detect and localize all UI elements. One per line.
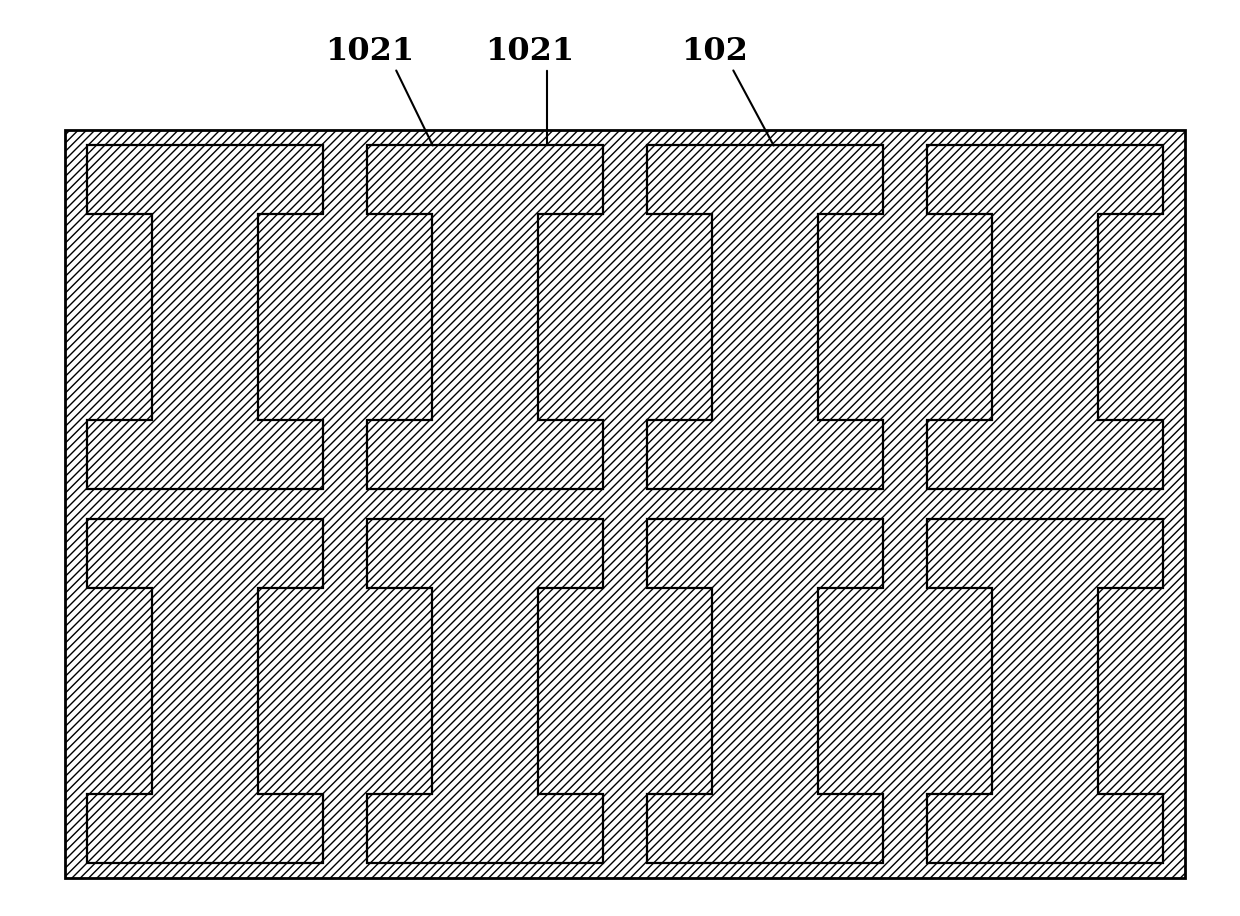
Text: 1021: 1021 (325, 37, 414, 68)
Polygon shape (647, 519, 883, 863)
Polygon shape (647, 145, 883, 489)
Polygon shape (928, 519, 1163, 863)
Polygon shape (367, 145, 603, 489)
Polygon shape (87, 145, 322, 489)
Bar (64, 130, 1185, 878)
Polygon shape (87, 519, 322, 863)
Polygon shape (928, 145, 1163, 489)
Text: 102: 102 (682, 37, 749, 68)
Polygon shape (367, 519, 603, 863)
Text: 1021: 1021 (485, 37, 574, 68)
